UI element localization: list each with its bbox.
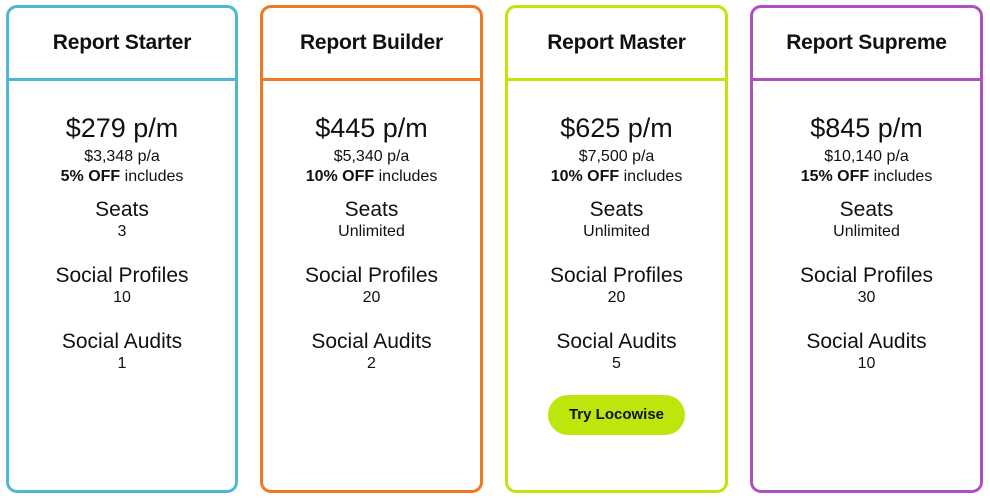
feature-value: 30: [857, 289, 876, 306]
plan-name: Report Master: [508, 8, 725, 81]
plan-card: Report Supreme $845 p/m $10,140 p/a 15% …: [750, 5, 983, 493]
feature-value: 5: [612, 355, 621, 372]
feature-label: Social Profiles: [549, 264, 684, 287]
includes-label: includes: [378, 168, 438, 185]
includes-label: includes: [124, 168, 184, 185]
feature-label: Seats: [344, 198, 399, 221]
feature-value: 10: [113, 289, 131, 306]
feature-label: Social Audits: [61, 330, 183, 353]
feature: Social Profiles 30: [753, 264, 980, 308]
monthly-price: $279 p/m: [65, 113, 179, 143]
feature-value: 20: [607, 289, 626, 306]
monthly-price: $845 p/m: [810, 113, 923, 143]
feature: Social Profiles 20: [263, 264, 480, 308]
discount: 10% OFF: [550, 168, 620, 185]
feature-label: Social Profiles: [799, 264, 934, 287]
discount-text: 5% OFF includes: [9, 167, 235, 187]
discount-text: 15% OFF includes: [753, 167, 980, 187]
plan-name: Report Supreme: [753, 8, 980, 81]
feature: Social Audits 2: [263, 330, 480, 374]
discount-text: 10% OFF includes: [263, 167, 480, 187]
feature: Seats Unlimited: [508, 198, 725, 242]
feature-label: Social Audits: [806, 330, 927, 353]
feature-label: Social Audits: [556, 330, 677, 353]
feature-value: 2: [367, 355, 376, 372]
plan-card: Report Master $625 p/m $7,500 p/a 10% OF…: [505, 5, 728, 493]
feature-label: Social Profiles: [304, 264, 439, 287]
feature-label: Seats: [589, 198, 644, 221]
feature-value: Unlimited: [338, 223, 405, 240]
annual-price: $7,500 p/a: [578, 148, 655, 165]
feature: Seats Unlimited: [263, 198, 480, 242]
feature-label: Seats: [839, 198, 894, 221]
feature: Social Profiles 20: [508, 264, 725, 308]
feature: Social Audits 1: [9, 330, 235, 374]
annual-price: $5,340 p/a: [333, 148, 410, 165]
monthly-price: $625 p/m: [560, 113, 673, 143]
feature: Social Audits 10: [753, 330, 980, 374]
feature-value: Unlimited: [833, 223, 900, 240]
plan-card: Report Builder $445 p/m $5,340 p/a 10% O…: [260, 5, 483, 493]
feature-label: Social Audits: [311, 330, 432, 353]
discount: 15% OFF: [800, 168, 870, 185]
monthly-price: $445 p/m: [315, 113, 428, 143]
feature: Social Audits 5: [508, 330, 725, 374]
feature-value: 20: [362, 289, 381, 306]
plan-name: Report Builder: [263, 8, 480, 81]
discount: 5% OFF: [60, 168, 121, 185]
feature-value: 10: [857, 355, 876, 372]
plan-name: Report Starter: [9, 8, 235, 81]
feature: Seats 3: [9, 198, 235, 242]
feature-label: Social Profiles: [55, 264, 189, 287]
feature-value: 1: [117, 355, 127, 372]
discount: 10% OFF: [305, 168, 375, 185]
feature-value: Unlimited: [583, 223, 650, 240]
feature-label: Seats: [95, 198, 149, 221]
includes-label: includes: [873, 168, 933, 185]
discount-text: 10% OFF includes: [508, 167, 725, 187]
annual-price: $10,140 p/a: [824, 148, 909, 165]
try-locowise-button[interactable]: Try Locowise: [547, 395, 686, 435]
annual-price: $3,348 p/a: [84, 148, 160, 165]
feature-value: 3: [117, 223, 127, 240]
includes-label: includes: [623, 168, 683, 185]
feature: Social Profiles 10: [9, 264, 235, 308]
feature: Seats Unlimited: [753, 198, 980, 242]
plan-card: Report Starter $279 p/m $3,348 p/a 5% OF…: [6, 5, 238, 493]
